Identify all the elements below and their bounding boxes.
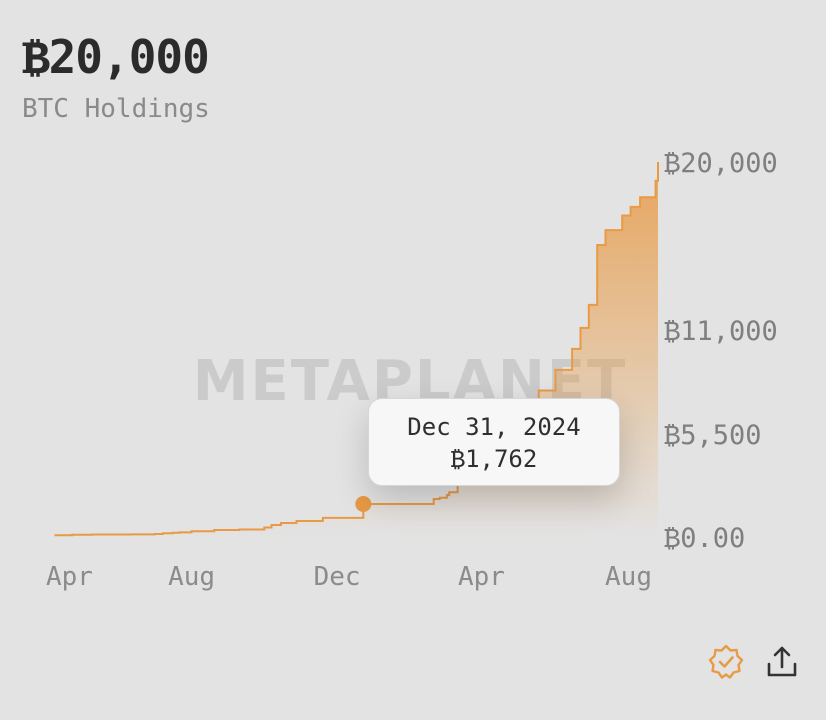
- verified-badge-icon[interactable]: [708, 644, 744, 680]
- y-tick-label: ₿0.00: [664, 523, 745, 554]
- y-tick-label: ₿20,000: [664, 148, 778, 179]
- x-tick-label: Aug: [168, 562, 215, 592]
- x-tick-label: Apr: [46, 562, 93, 592]
- x-tick-label: Apr: [458, 562, 505, 592]
- holdings-value: ₿20,000: [22, 30, 210, 84]
- tooltip: Dec 31, 2024 ₿1,762: [368, 398, 620, 486]
- x-axis-ticks: Apr Aug Dec Apr Aug: [46, 562, 652, 592]
- tooltip-date: Dec 31, 2024: [407, 413, 581, 441]
- series-line: [54, 162, 659, 537]
- share-icon[interactable]: [764, 644, 800, 680]
- highlight-point[interactable]: [355, 496, 372, 513]
- x-tick-label: Dec: [314, 562, 361, 592]
- area-fill: [54, 162, 658, 537]
- y-tick-label: ₿5,500: [664, 420, 761, 451]
- y-axis-ticks: ₿20,000 ₿11,000 ₿5,500 ₿0.00: [664, 148, 778, 554]
- holdings-label: BTC Holdings: [22, 94, 210, 124]
- y-tick-label: ₿11,000: [664, 316, 778, 347]
- x-tick-label: Aug: [605, 562, 652, 592]
- tooltip-value: ₿1,762: [450, 445, 538, 473]
